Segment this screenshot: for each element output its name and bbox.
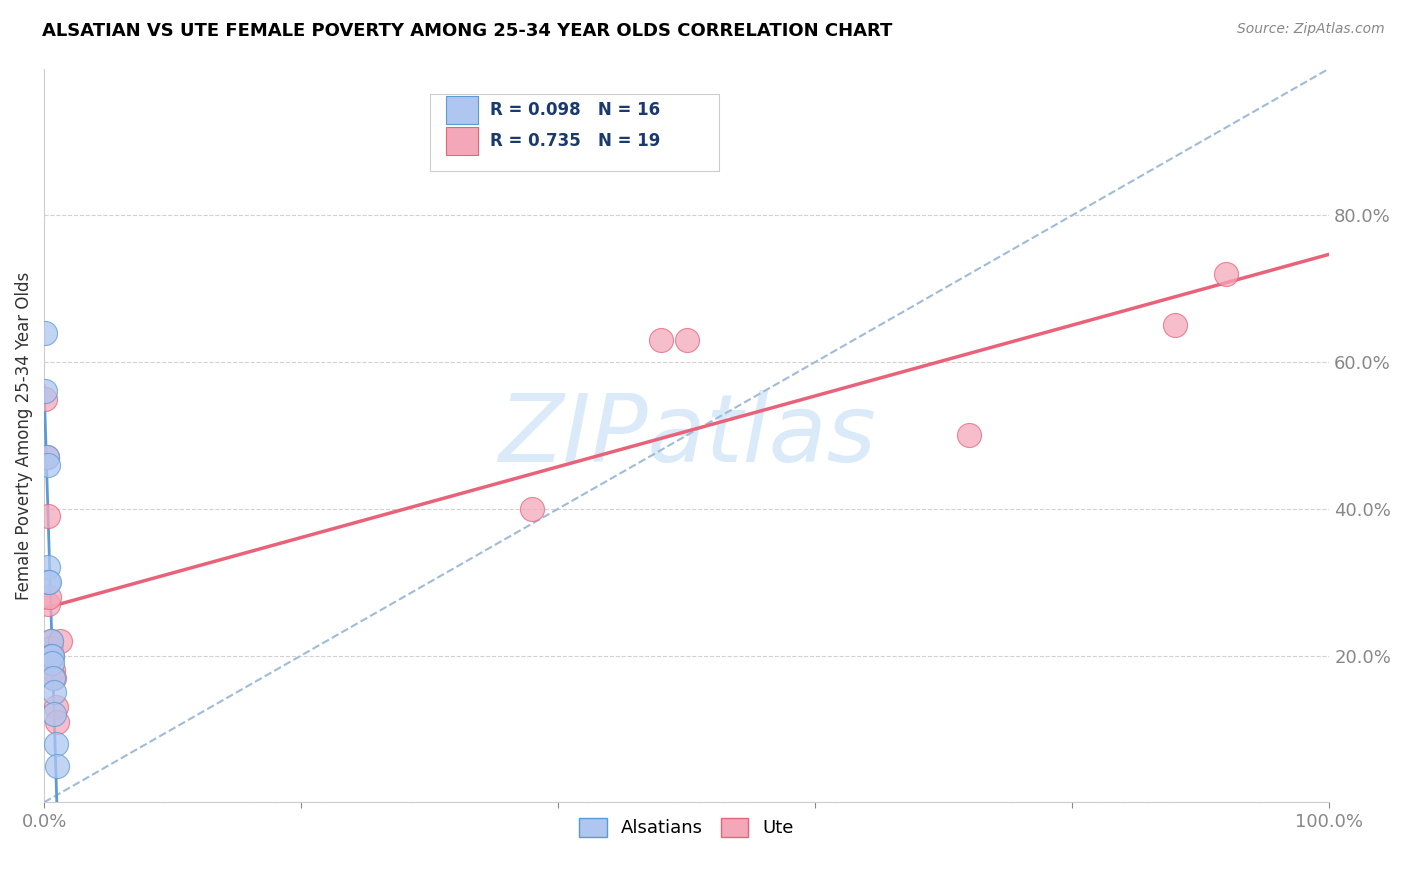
Point — [44, 671, 66, 685]
Point — [46, 758, 69, 772]
Point — [42, 663, 65, 677]
Text: R = 0.098   N = 16: R = 0.098 N = 16 — [491, 102, 661, 120]
Point — [41, 648, 63, 663]
Text: R = 0.735   N = 19: R = 0.735 N = 19 — [491, 132, 661, 150]
Point — [41, 648, 63, 663]
Point — [37, 597, 59, 611]
Point — [35, 450, 58, 465]
Point — [42, 671, 65, 685]
Point — [39, 641, 62, 656]
FancyBboxPatch shape — [446, 96, 478, 124]
Y-axis label: Female Poverty Among 25-34 Year Olds: Female Poverty Among 25-34 Year Olds — [15, 271, 32, 599]
Point — [37, 458, 59, 472]
Text: ZIPatlas: ZIPatlas — [498, 390, 876, 481]
Legend: Alsatians, Ute: Alsatians, Ute — [572, 811, 801, 845]
Point — [957, 428, 980, 442]
FancyBboxPatch shape — [430, 95, 718, 171]
Point — [45, 699, 67, 714]
Point — [675, 333, 697, 347]
Point — [44, 685, 66, 699]
Point — [48, 633, 70, 648]
Point — [46, 714, 69, 729]
Point — [1215, 267, 1237, 281]
Text: ALSATIAN VS UTE FEMALE POVERTY AMONG 25-34 YEAR OLDS CORRELATION CHART: ALSATIAN VS UTE FEMALE POVERTY AMONG 25-… — [42, 22, 893, 40]
Point — [1164, 318, 1187, 333]
Point — [39, 633, 62, 648]
Point — [44, 707, 66, 722]
Point — [37, 560, 59, 574]
Point — [38, 590, 60, 604]
Point — [34, 392, 56, 406]
Point — [37, 509, 59, 524]
Point — [522, 501, 544, 516]
Text: Source: ZipAtlas.com: Source: ZipAtlas.com — [1237, 22, 1385, 37]
Point — [35, 450, 58, 465]
Point — [34, 326, 56, 340]
Point — [39, 648, 62, 663]
Point — [41, 656, 63, 670]
Point — [650, 333, 672, 347]
Point — [45, 737, 67, 751]
Point — [37, 575, 59, 590]
FancyBboxPatch shape — [446, 128, 478, 155]
Point — [38, 575, 60, 590]
Point — [39, 633, 62, 648]
Point — [34, 384, 56, 399]
